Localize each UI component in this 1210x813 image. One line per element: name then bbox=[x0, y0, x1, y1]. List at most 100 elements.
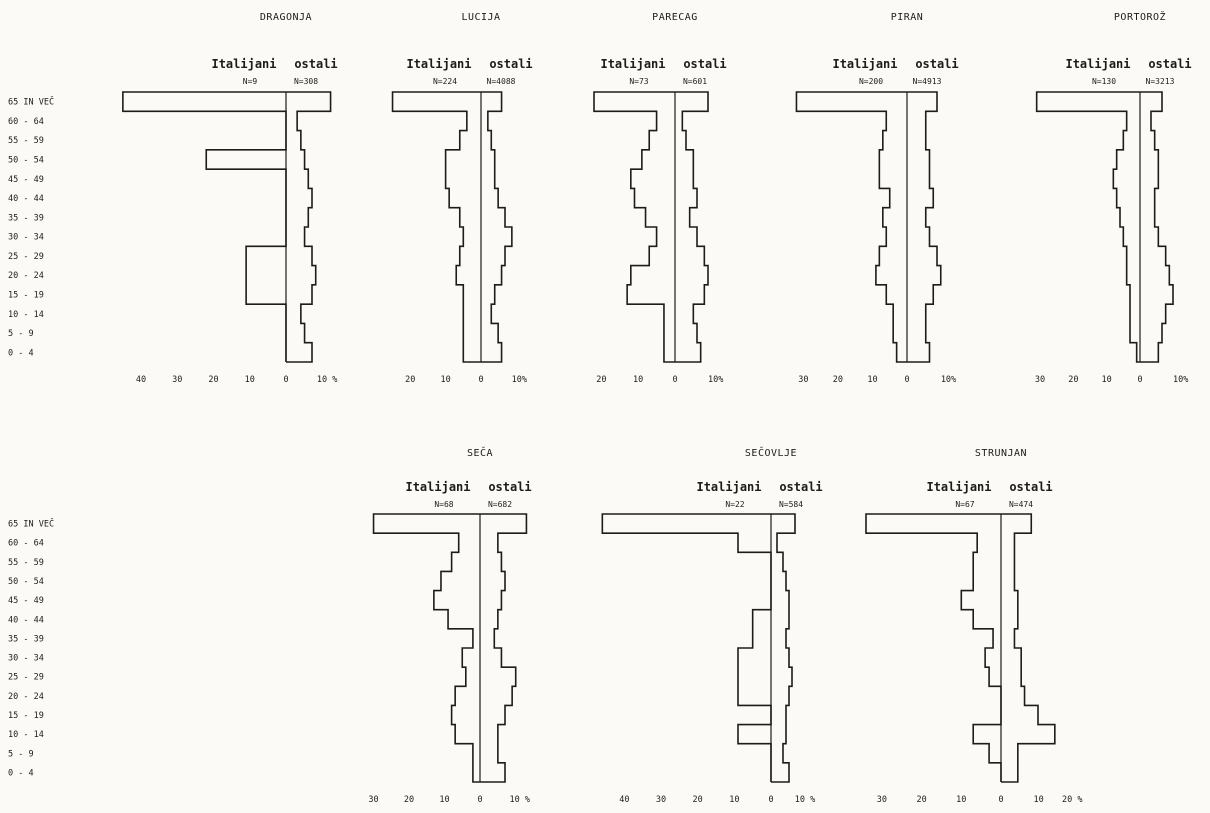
bar-ostali-20-24 bbox=[286, 266, 316, 285]
right-n-label: N=682 bbox=[488, 500, 512, 509]
bar-italijani-65-in-vec bbox=[796, 92, 907, 111]
bar-italijani-10-14 bbox=[463, 304, 481, 323]
age-label-0-4: 0 - 4 bbox=[8, 768, 34, 778]
bar-italijani-50-54 bbox=[206, 150, 286, 169]
bar-italijani-10-14 bbox=[893, 304, 907, 323]
bar-ostali-25-29 bbox=[286, 246, 312, 265]
bar-ostali-35-39 bbox=[481, 208, 505, 227]
bar-ostali-5-9 bbox=[286, 323, 305, 342]
chart-title: PORTOROŽ bbox=[1114, 10, 1166, 23]
tick-left-40: 40 bbox=[136, 375, 146, 385]
age-label-0-4: 0 - 4 bbox=[8, 348, 34, 358]
bar-italijani-50-54 bbox=[973, 571, 1001, 590]
tick-left-10: 10 bbox=[440, 375, 450, 385]
tick-zero: 0 bbox=[283, 375, 288, 385]
tick-left-20: 20 bbox=[404, 795, 414, 805]
tick-right-10: 10 % bbox=[795, 795, 815, 805]
tick-left-10: 10 bbox=[439, 795, 449, 805]
bar-ostali-40-44 bbox=[286, 188, 312, 207]
bar-italijani-10-14 bbox=[455, 725, 480, 744]
bar-ostali-45-49 bbox=[1001, 591, 1018, 610]
bar-ostali-25-29 bbox=[675, 246, 704, 265]
tick-left-20: 20 bbox=[916, 795, 926, 805]
left-series-label: Italijani bbox=[926, 480, 991, 494]
bar-ostali-0-4 bbox=[1001, 763, 1018, 782]
bar-ostali-45-49 bbox=[675, 169, 693, 188]
bar-ostali-60-64 bbox=[675, 111, 682, 130]
bar-ostali-30-34 bbox=[480, 648, 501, 667]
tick-left-10: 10 bbox=[867, 375, 877, 385]
bar-ostali-5-9 bbox=[1001, 744, 1018, 763]
bar-italijani-45-49 bbox=[1113, 169, 1140, 188]
right-n-label: N=4913 bbox=[913, 77, 942, 86]
bar-italijani-55-59 bbox=[1123, 131, 1140, 150]
bar-ostali-60-64 bbox=[1140, 111, 1151, 130]
bar-italijani-15-19 bbox=[463, 285, 481, 304]
bar-italijani-40-44 bbox=[448, 610, 480, 629]
bar-italijani-60-64 bbox=[467, 111, 481, 130]
bar-ostali-45-49 bbox=[480, 591, 501, 610]
bar-italijani-55-59 bbox=[883, 131, 907, 150]
right-n-label: N=601 bbox=[683, 77, 707, 86]
bar-italijani-30-34 bbox=[738, 648, 771, 667]
bar-ostali-5-9 bbox=[1140, 323, 1162, 342]
bar-italijani-15-19 bbox=[627, 285, 675, 304]
left-n-label: N=224 bbox=[433, 77, 457, 86]
tick-left-10: 10 bbox=[633, 375, 643, 385]
bar-italijani-40-44 bbox=[890, 188, 907, 207]
bar-ostali-50-54 bbox=[481, 150, 495, 169]
bar-ostali-45-49 bbox=[481, 169, 495, 188]
bar-ostali-15-19 bbox=[1001, 705, 1038, 724]
bar-italijani-55-59 bbox=[973, 552, 1001, 571]
bar-italijani-50-54 bbox=[441, 571, 480, 590]
tick-left-20: 20 bbox=[208, 375, 218, 385]
tick-left-10: 10 bbox=[1102, 375, 1112, 385]
bar-ostali-55-59 bbox=[771, 552, 783, 571]
bar-italijani-5-9 bbox=[664, 323, 675, 342]
pyramid-charts: DRAGONJA Italijani ostali N=9 N=308 40 30 20 10 0… bbox=[122, 10, 1192, 805]
bar-ostali-55-59 bbox=[675, 131, 686, 150]
bar-italijani-40-44 bbox=[635, 188, 676, 207]
bar-ostali-20-24 bbox=[480, 686, 512, 705]
chart-title: STRUNJAN bbox=[975, 448, 1027, 459]
bar-ostali-35-39 bbox=[1140, 208, 1155, 227]
bar-ostali-0-4 bbox=[907, 343, 930, 362]
bar-ostali-55-59 bbox=[286, 131, 301, 150]
age-label-60-64: 60 - 64 bbox=[8, 117, 44, 127]
bar-ostali-65-in-vec bbox=[1001, 514, 1031, 533]
italijani-profile bbox=[372, 513, 480, 783]
bar-ostali-25-29 bbox=[480, 667, 516, 686]
bar-ostali-65-in-vec bbox=[1140, 92, 1162, 111]
left-n-label: N=200 bbox=[859, 77, 883, 86]
bar-italijani-20-24 bbox=[876, 266, 907, 285]
bar-italijani-60-64 bbox=[977, 533, 1001, 552]
bar-ostali-25-29 bbox=[481, 246, 505, 265]
bar-ostali-45-49 bbox=[771, 591, 789, 610]
bar-ostali-20-24 bbox=[1001, 686, 1025, 705]
italijani-profile bbox=[865, 513, 1002, 782]
bar-italijani-60-64 bbox=[657, 111, 675, 130]
age-label-60-64: 60 - 64 bbox=[8, 539, 44, 549]
tick-right-10: 10% bbox=[708, 375, 723, 385]
age-label-20-24: 20 - 24 bbox=[8, 271, 44, 281]
left-series-label: Italijani bbox=[405, 480, 470, 494]
tick-zero: 0 bbox=[478, 375, 483, 385]
age-label-5-9: 5 - 9 bbox=[8, 749, 34, 759]
age-label-35-39: 35 - 39 bbox=[8, 213, 44, 223]
bar-italijani-45-49 bbox=[879, 169, 907, 188]
bar-italijani-25-29 bbox=[460, 246, 481, 265]
bar-ostali-65-in-vec bbox=[481, 92, 502, 111]
tick-right-10: 10 % bbox=[509, 795, 529, 805]
bar-ostali-30-34 bbox=[286, 227, 305, 246]
tick-right-10: 10 bbox=[1034, 795, 1044, 805]
tick-right-10: 10% bbox=[512, 375, 527, 385]
bar-ostali-40-44 bbox=[675, 188, 697, 207]
bar-italijani-60-64 bbox=[1127, 111, 1140, 130]
bar-italijani-65-in-vec bbox=[123, 92, 286, 111]
bar-italijani-55-59 bbox=[460, 131, 481, 150]
tick-left-30: 30 bbox=[798, 375, 808, 385]
tick-zero: 0 bbox=[477, 795, 482, 805]
age-label-25-29: 25 - 29 bbox=[8, 252, 44, 262]
bar-ostali-5-9 bbox=[481, 323, 498, 342]
